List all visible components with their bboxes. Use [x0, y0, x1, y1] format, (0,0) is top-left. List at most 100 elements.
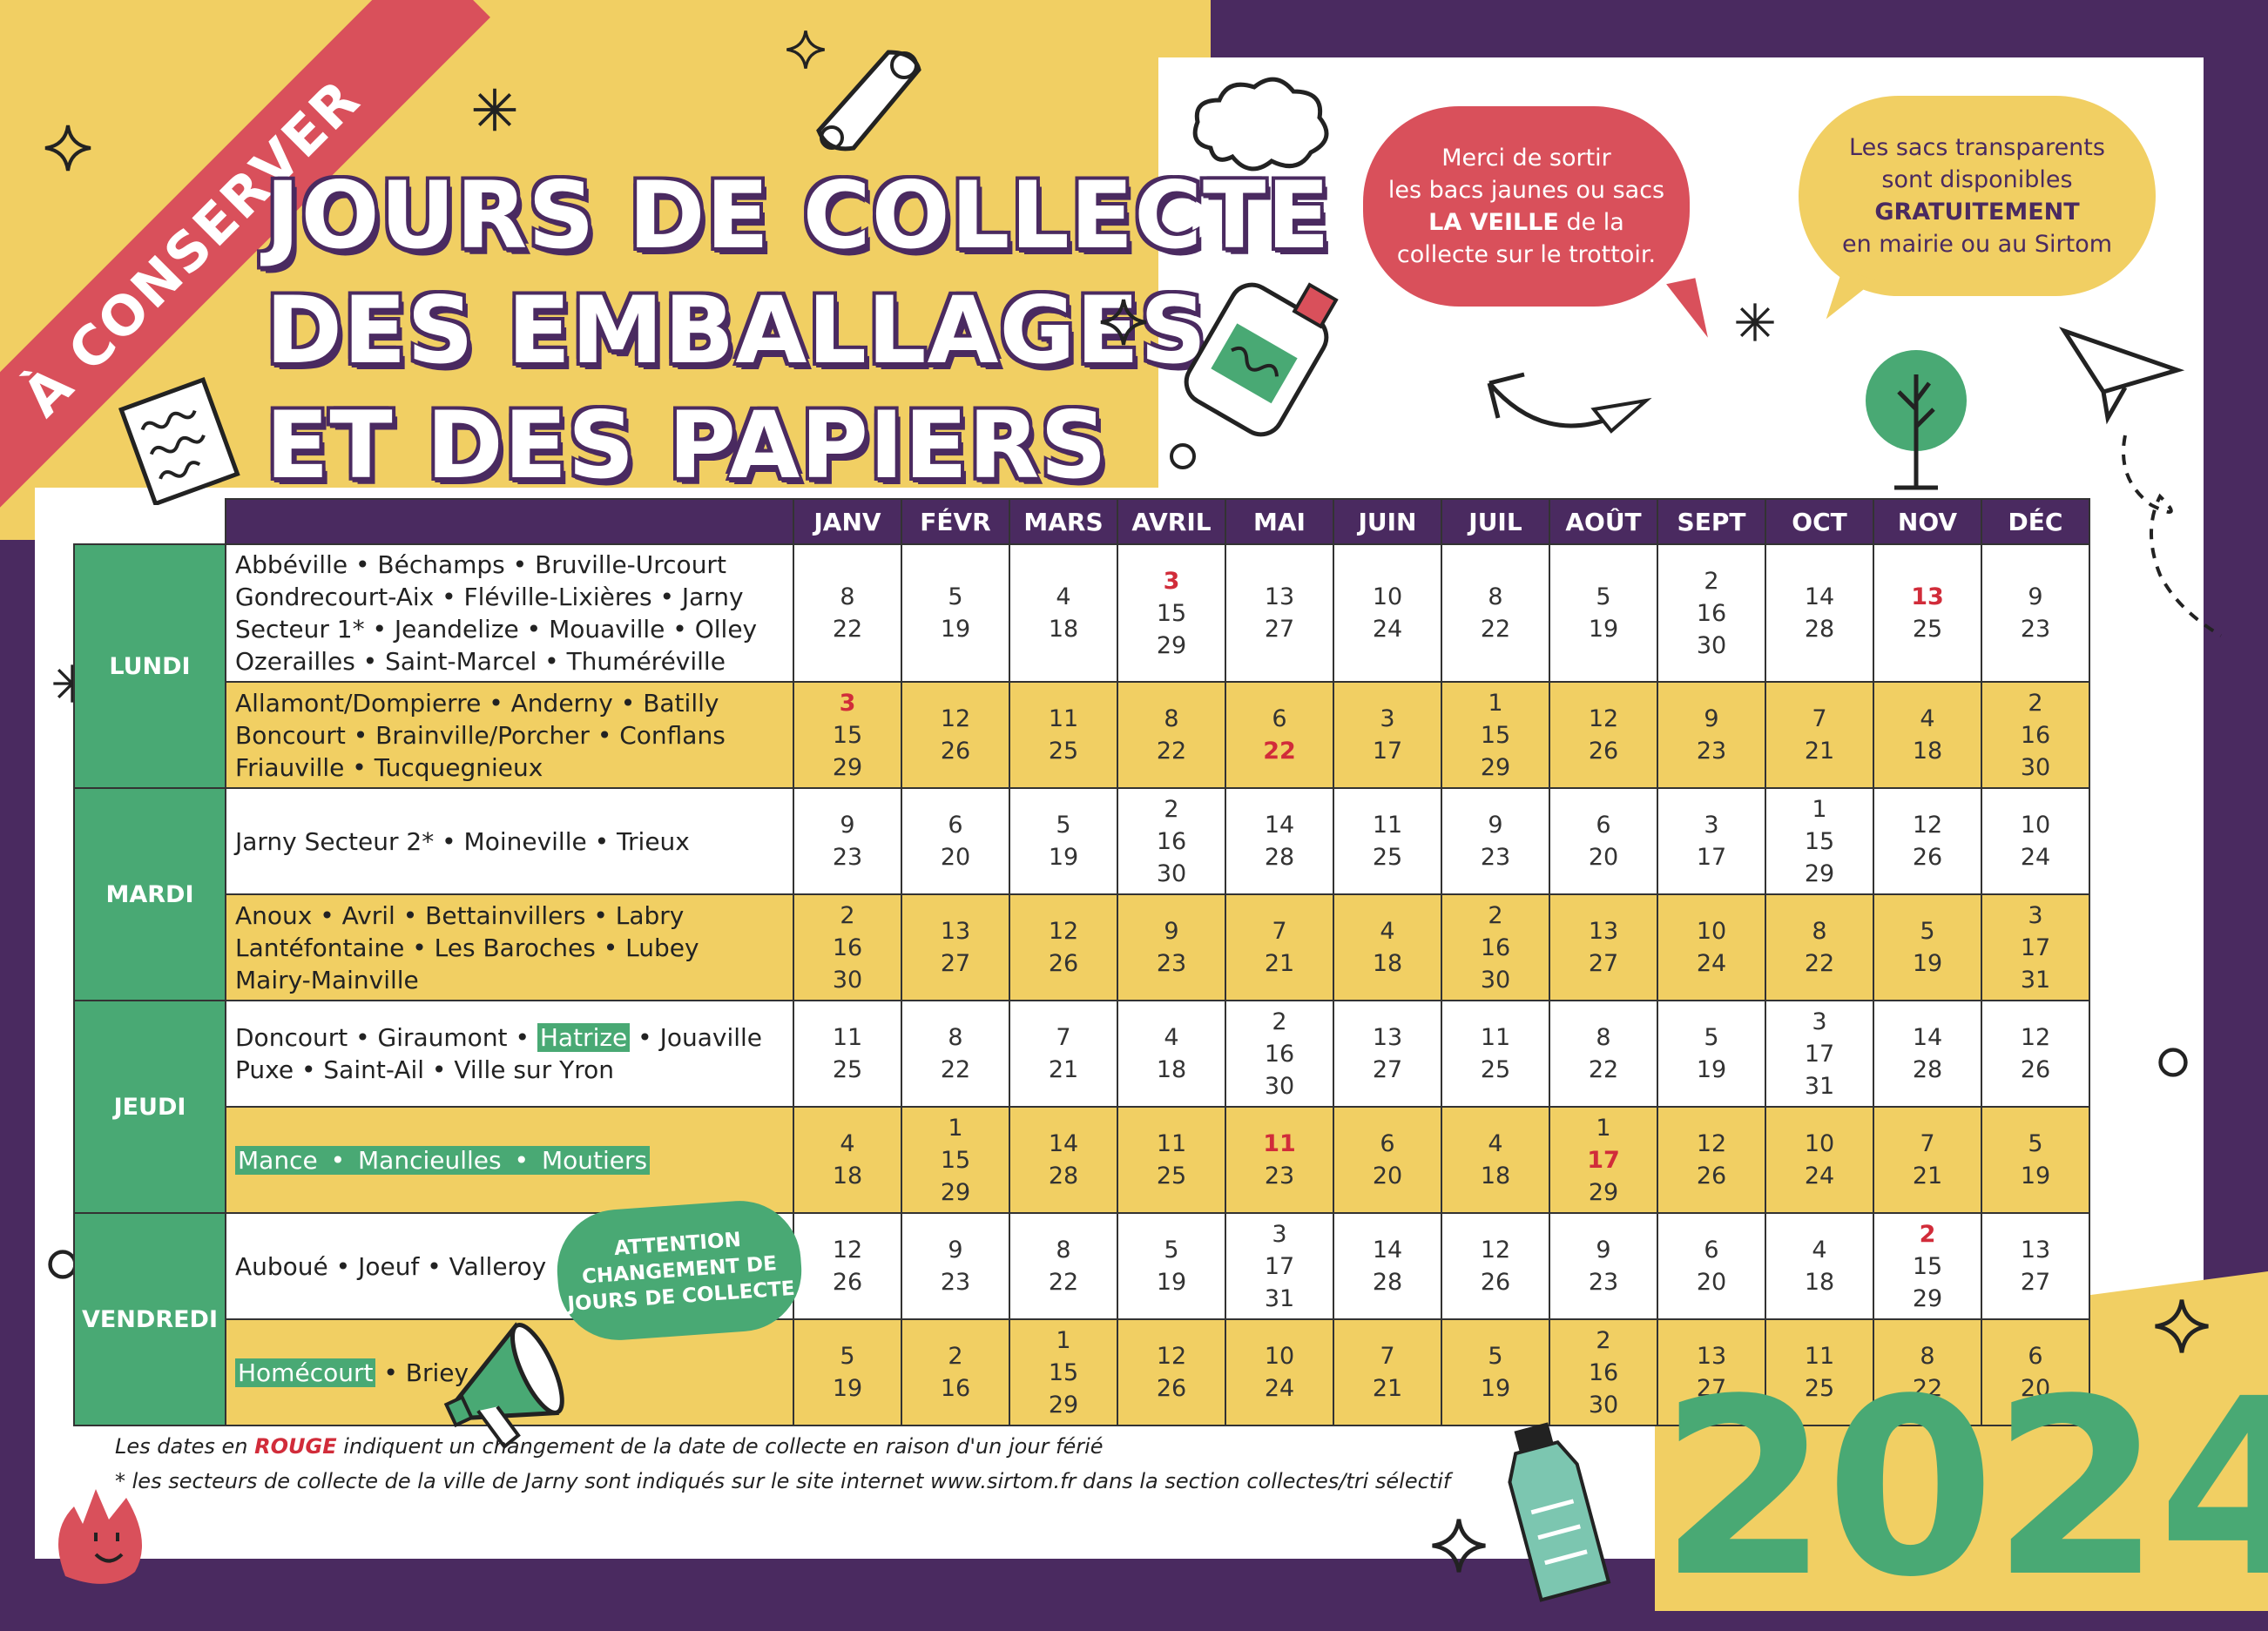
circle-icon-right	[2158, 1048, 2188, 1077]
date-value-red: 11	[1263, 1130, 1296, 1157]
date-cell: 13 27	[1333, 1000, 1442, 1108]
date-cell: 1 17 29	[1549, 1106, 1658, 1214]
date-value: 19	[1588, 616, 1619, 643]
date-value: 22	[1912, 1375, 1943, 1402]
date-value: 26	[1156, 1375, 1187, 1402]
commune-text: Doncourt • Giraumont •	[235, 1023, 537, 1052]
date-value: 19	[832, 1375, 863, 1402]
date-value: 18	[1372, 950, 1403, 977]
date-cell: 2 16 30	[1981, 681, 2090, 789]
date-value: 14	[1804, 583, 1835, 610]
water-bottle-icon	[1508, 1422, 1611, 1602]
flame-mascot-icon	[58, 1489, 142, 1584]
bubble-red-line-1: Merci de sortir	[1441, 145, 1611, 172]
date-value-red: 2	[1919, 1220, 1936, 1248]
commune-line: Mairy-Mainville	[235, 965, 419, 994]
date-value: 23	[940, 1269, 971, 1296]
month-jan: JANV	[793, 498, 902, 545]
date-cell: 12 26	[1441, 1212, 1550, 1320]
date-cell: 7 21	[1333, 1318, 1442, 1426]
date-value: 6	[1704, 1237, 1719, 1264]
date-value: 3	[1272, 1220, 1287, 1248]
date-cell: 3 17 31	[1981, 893, 2090, 1001]
page-title: JOURS DE COLLECTE DES EMBALLAGES ET DES …	[266, 158, 1331, 503]
date-value: 31	[1264, 1284, 1295, 1312]
date-value: 7	[1920, 1130, 1935, 1157]
date-cell: 10 24	[1981, 787, 2090, 895]
date-value: 5	[1488, 1343, 1503, 1370]
date-cell: 5 19	[1981, 1106, 2090, 1214]
date-cell: 5 19	[1549, 543, 1658, 683]
date-cell: 6 20	[1981, 1318, 2090, 1426]
commune-highlight: Moutiers	[538, 1145, 651, 1175]
date-value: 30	[832, 966, 863, 994]
date-value: 24	[1804, 1163, 1835, 1190]
date-value: 5	[1596, 583, 1611, 610]
date-value: 14	[1264, 812, 1295, 839]
table-row: MARDI Jarny Secteur 2* • Moineville • Tr…	[73, 787, 2090, 1001]
date-cell: 4 18	[1765, 1212, 1874, 1320]
date-value: 2	[1272, 1008, 1287, 1035]
commune-line: Auboué • Joeuf • Valleroy	[235, 1251, 547, 1281]
date-value: 23	[1264, 1163, 1295, 1190]
date-value: 19	[2020, 1163, 2051, 1190]
date-value: 8	[1596, 1024, 1611, 1051]
date-value: 8	[1488, 583, 1503, 610]
date-cell: 10 24	[1657, 893, 1766, 1001]
date-value: 2	[1164, 795, 1179, 823]
month-mar: MARS	[1009, 498, 1118, 545]
date-value: 27	[2020, 1269, 2051, 1296]
year-label: 2024	[1659, 1347, 2268, 1631]
date-value: 22	[1048, 1269, 1079, 1296]
footnote-red-dates: Les dates en ROUGE indiquent un changeme…	[115, 1434, 1104, 1459]
date-value: 22	[940, 1056, 971, 1083]
title-line-3: ET DES PAPIERS	[266, 392, 1108, 499]
date-cell: 4 18	[1117, 1000, 1226, 1108]
date-value: 15	[832, 721, 863, 749]
date-value: 12	[1156, 1343, 1187, 1370]
date-cell: 1 15 29	[1765, 787, 1874, 895]
date-cell: 11 25	[1333, 787, 1442, 895]
date-cell: 9 23	[1117, 893, 1226, 1001]
date-cell: 9 23	[1657, 681, 1766, 789]
date-value: 19	[1912, 950, 1943, 977]
date-value: 30	[1264, 1072, 1295, 1100]
date-cell: 6 20	[901, 787, 1010, 895]
circle-icon	[1170, 443, 1196, 469]
date-value: 15	[940, 1146, 971, 1174]
commune-line: Puxe • Saint-Ail • Ville sur Yron	[235, 1055, 614, 1084]
header-communes	[225, 498, 794, 545]
date-value: 20	[940, 844, 971, 871]
date-value: 18	[1804, 1269, 1835, 1296]
date-cell: 8 22	[1549, 1000, 1658, 1108]
date-value: 24	[2020, 844, 2051, 871]
date-value: 16	[1696, 599, 1727, 627]
sparkle-icon-small	[786, 30, 825, 69]
date-value: 1	[1596, 1114, 1611, 1142]
note-paper-icon	[118, 377, 240, 505]
commune-highlight: Mance	[235, 1145, 321, 1175]
date-value: 22	[1588, 1056, 1619, 1083]
date-cell: 3 17	[1657, 787, 1766, 895]
date-cell: 4 18	[1873, 681, 1982, 789]
date-cell: 3 15 29	[793, 681, 902, 789]
date-value: 27	[1696, 1375, 1727, 1402]
date-value: 16	[1156, 827, 1187, 855]
date-value: 27	[1372, 1056, 1403, 1083]
date-value: 2	[948, 1343, 963, 1370]
communes-cell: Mance • Mancieulles • Moutiers	[225, 1106, 794, 1214]
month-nov: NOV	[1873, 498, 1982, 545]
date-cell: 11 25	[1765, 1318, 1874, 1426]
commune-text: • Briey	[375, 1358, 469, 1387]
date-value: 13	[1588, 918, 1619, 945]
date-value: 17	[1804, 1040, 1835, 1068]
date-value: 21	[1372, 1375, 1403, 1402]
table-row: Mance • Mancieulles • Moutiers 4 18 1 15 29 1…	[74, 1106, 2090, 1214]
gratuitement-text: GRATUITEMENT	[1874, 199, 2080, 226]
date-value: 18	[832, 1163, 863, 1190]
date-cell: 9 23	[1981, 543, 2090, 683]
date-cell: 12 26	[1549, 681, 1658, 789]
date-value: 16	[1588, 1358, 1619, 1386]
date-value: 2	[1596, 1326, 1611, 1354]
date-value: 22	[832, 616, 863, 643]
